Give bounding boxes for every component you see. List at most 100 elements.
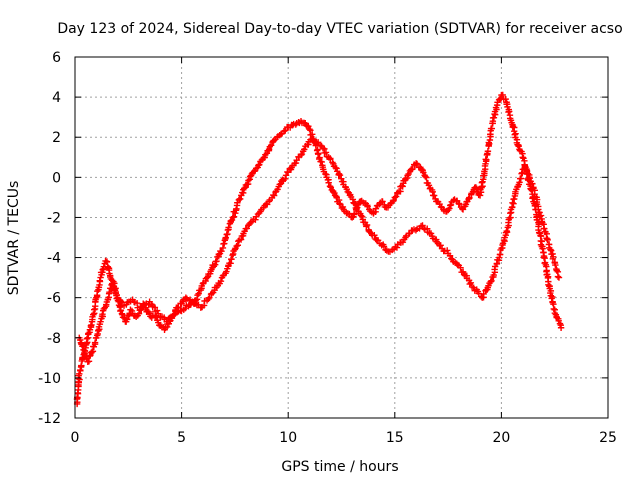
tick-labels: 0 5 10 15 20 25 -12 -10 -8 -6 -4 -2 0 2 4 6 bbox=[38, 50, 617, 446]
data-point bbox=[405, 170, 412, 178]
data-point bbox=[437, 242, 444, 249]
data-point bbox=[232, 209, 239, 217]
data-point bbox=[484, 148, 492, 155]
data-point bbox=[282, 127, 289, 134]
data-point bbox=[103, 258, 111, 266]
x-tick-label: 0 bbox=[71, 430, 80, 446]
y-tick-label: 0 bbox=[52, 170, 61, 186]
data-point bbox=[422, 173, 429, 180]
data-point bbox=[393, 244, 401, 251]
data-point bbox=[227, 260, 234, 267]
data-point bbox=[496, 254, 503, 261]
data-point bbox=[217, 277, 225, 285]
data-point bbox=[555, 274, 563, 281]
data-point bbox=[487, 278, 494, 285]
data-point bbox=[267, 142, 275, 149]
y-tick-label: 2 bbox=[52, 130, 61, 146]
x-tick-label: 10 bbox=[279, 430, 297, 446]
data-point bbox=[548, 295, 555, 302]
data-point bbox=[297, 151, 305, 159]
data-point bbox=[519, 154, 526, 161]
y-tick-label: -6 bbox=[47, 291, 61, 307]
data-point bbox=[444, 247, 451, 254]
data-point bbox=[241, 185, 248, 192]
data-point bbox=[391, 194, 398, 201]
data-point bbox=[218, 248, 225, 255]
data-point bbox=[306, 126, 313, 133]
y-tick-label: -4 bbox=[47, 251, 61, 267]
data-point bbox=[430, 192, 438, 199]
y-tick-label: 6 bbox=[52, 50, 61, 66]
data-point bbox=[77, 366, 84, 374]
x-tick-label: 15 bbox=[386, 430, 404, 446]
data-point bbox=[526, 174, 533, 182]
data-point bbox=[539, 245, 546, 252]
data-point bbox=[119, 314, 127, 321]
data-point bbox=[247, 219, 254, 227]
x-tick-label: 20 bbox=[492, 430, 510, 446]
data-point bbox=[554, 273, 562, 280]
data-point bbox=[372, 205, 380, 212]
data-point bbox=[301, 146, 308, 153]
data-point bbox=[99, 310, 106, 318]
data-point bbox=[206, 294, 213, 301]
data-point bbox=[316, 154, 323, 161]
data-point bbox=[488, 277, 495, 285]
data-point bbox=[555, 317, 562, 324]
data-point bbox=[412, 227, 420, 234]
data-point bbox=[256, 161, 263, 168]
chart-title: Day 123 of 2024, Sidereal Day-to-day VTE… bbox=[57, 21, 622, 37]
data-point bbox=[80, 346, 87, 354]
axes bbox=[74, 56, 609, 419]
plot-frame bbox=[74, 56, 609, 419]
data-point bbox=[553, 267, 561, 274]
data-point bbox=[322, 149, 330, 156]
data-point bbox=[327, 156, 334, 163]
data-points bbox=[73, 91, 565, 408]
data-point bbox=[314, 150, 322, 158]
data-point bbox=[409, 165, 416, 173]
data-point bbox=[392, 193, 400, 200]
data-point bbox=[90, 306, 98, 313]
data-point bbox=[233, 242, 240, 250]
data-point bbox=[135, 310, 143, 317]
data-point bbox=[509, 199, 516, 207]
data-point bbox=[245, 177, 252, 184]
data-point bbox=[326, 183, 334, 190]
data-point bbox=[363, 221, 371, 229]
data-point bbox=[502, 95, 509, 103]
data-point bbox=[265, 198, 273, 205]
data-point bbox=[457, 264, 464, 271]
data-point bbox=[319, 144, 327, 152]
data-point bbox=[252, 216, 259, 223]
data-point bbox=[557, 324, 565, 331]
data-point bbox=[237, 195, 244, 203]
data-point bbox=[336, 171, 344, 179]
y-axis-label: SDTVAR / TECUs bbox=[6, 181, 22, 296]
data-point bbox=[81, 349, 88, 356]
data-point bbox=[517, 175, 525, 182]
data-point bbox=[99, 266, 106, 273]
data-point bbox=[205, 295, 212, 303]
data-point bbox=[503, 227, 510, 235]
data-point bbox=[106, 288, 113, 296]
data-point bbox=[182, 294, 190, 301]
data-point bbox=[227, 217, 235, 224]
x-tick-label: 5 bbox=[177, 430, 186, 446]
data-point bbox=[228, 256, 235, 263]
data-point bbox=[237, 236, 245, 243]
y-tick-label: -8 bbox=[47, 331, 61, 347]
data-point bbox=[446, 205, 453, 212]
data-point bbox=[235, 196, 243, 204]
data-point bbox=[203, 274, 211, 281]
data-point bbox=[454, 261, 461, 268]
data-point bbox=[547, 246, 554, 253]
data-point bbox=[223, 268, 230, 275]
data-point bbox=[447, 201, 455, 208]
data-point bbox=[83, 335, 91, 343]
series-0 bbox=[73, 91, 565, 408]
data-point bbox=[380, 243, 388, 250]
data-point bbox=[91, 339, 99, 346]
